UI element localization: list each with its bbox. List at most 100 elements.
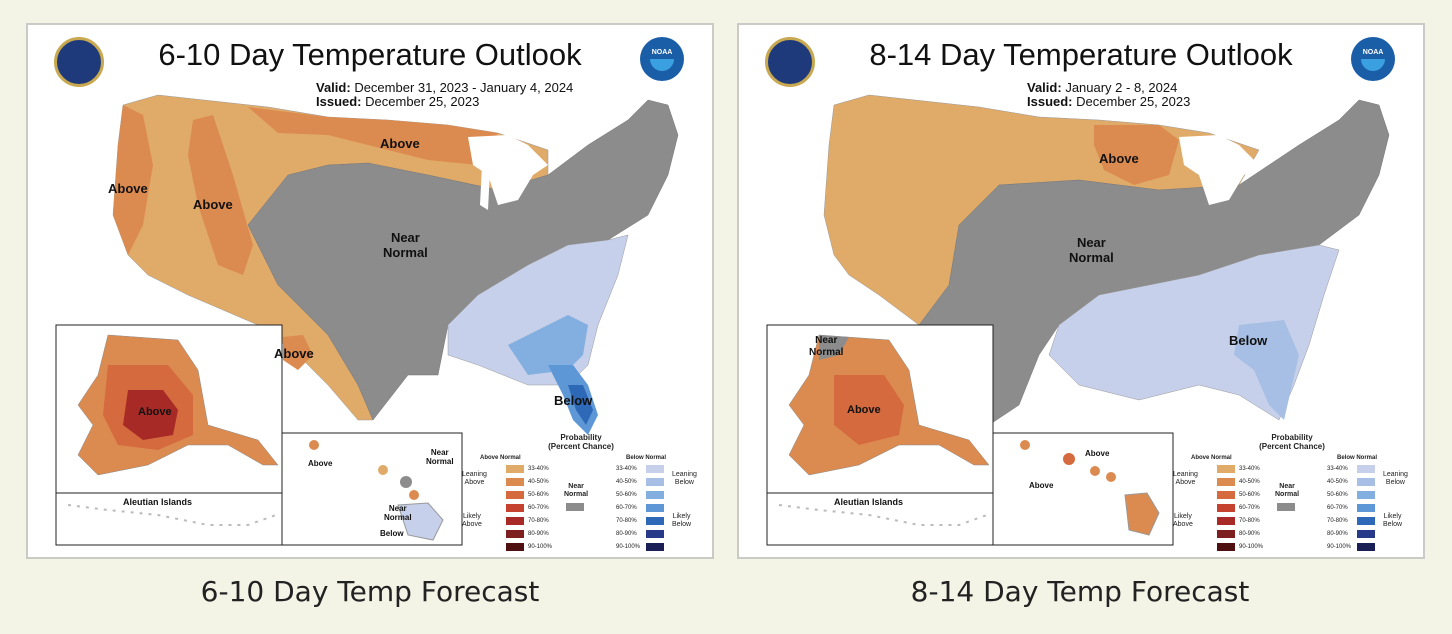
legend-range-above: 50-60% (1239, 492, 1260, 498)
legend: Probability (Percent Chance) Above Norma… (462, 433, 697, 551)
legend-swatch-above (1217, 543, 1235, 551)
west-coast-above-band (113, 105, 153, 255)
legend-range-above: 90-100% (528, 544, 553, 550)
legend-swatch-below (1357, 543, 1375, 551)
doc-seal-icon (765, 37, 815, 87)
noaa-logo-icon: NOAA (1351, 37, 1395, 81)
caption-8-14[interactable]: 8-14 Day Temp Forecast (910, 575, 1250, 608)
below-mid-region (508, 315, 588, 375)
great-lakes (468, 135, 548, 205)
label-alaska-above: Above (138, 406, 172, 418)
outlook-8-14-panel: 8-14 Day Temperature Outlook Valid: Janu… (737, 23, 1425, 559)
legend-range-below: 80-90% (616, 531, 637, 537)
legend-swatch-below (646, 530, 664, 538)
label-above-rockies: Above (193, 197, 233, 212)
legend-range-below: 80-90% (1327, 531, 1348, 537)
label-hawaii-near-normal-1: Near Normal (426, 448, 454, 466)
legend-range-below: 60-70% (1327, 505, 1348, 511)
legend-swatch-below (646, 465, 664, 473)
label-above-west: Above (108, 181, 148, 196)
legend-range-above: 60-70% (528, 505, 549, 511)
issued-date: Issued: December 25, 2023 (1027, 94, 1191, 109)
label-hawaii-above-1: Above (1085, 449, 1110, 458)
legend-range-below: 50-60% (1327, 492, 1348, 498)
map-8-14 (766, 94, 1390, 546)
label-alaska-near-normal: Near Normal (809, 335, 844, 358)
legend-range-below: 33-40% (1327, 466, 1348, 472)
legend-swatch-below (646, 504, 664, 512)
legend-range-below: 70-80% (616, 518, 637, 524)
rockies-above-band (188, 115, 253, 275)
legend-range-below: 60-70% (616, 505, 637, 511)
legend-range-above: 40-50% (528, 479, 549, 485)
legend-range-above: 80-90% (528, 531, 549, 537)
legend-swatch-below (646, 517, 664, 525)
caption-6-10[interactable]: 6-10 Day Temp Forecast (200, 575, 540, 608)
legend-swatch-below (1357, 491, 1375, 499)
legend-swatch-above (1217, 478, 1235, 486)
north-above-band (1094, 125, 1179, 185)
north-above-band (248, 107, 498, 165)
legend-range-above: 70-80% (528, 518, 549, 524)
label-below: Below (1229, 333, 1268, 348)
label-below: Below (554, 393, 593, 408)
label-hawaii-above: Above (308, 459, 333, 468)
legend-swatch-below (1357, 478, 1375, 486)
florida-below-strong (568, 385, 593, 425)
alaska-near-normal (819, 335, 849, 360)
label-near-normal: Near Normal (1069, 235, 1114, 265)
label-hawaii-above-2: Above (1029, 481, 1054, 490)
valid-date: Valid: January 2 - 8, 2024 (1027, 80, 1178, 95)
label-above-north: Above (380, 136, 420, 151)
legend-swatch-above (1217, 491, 1235, 499)
label-near-normal: Near Normal (383, 230, 428, 260)
legend-range-above: 80-90% (1239, 531, 1260, 537)
legend-swatch-below (646, 491, 664, 499)
legend-swatch-above (506, 478, 524, 486)
label-aleutian: Aleutian Islands (123, 497, 193, 507)
legend-range-below: 33-40% (616, 466, 637, 472)
legend-range-above: 40-50% (1239, 479, 1260, 485)
legend-range-below: 40-50% (616, 479, 637, 485)
legend-range-above: 60-70% (1239, 505, 1260, 511)
legend-swatch-above (1217, 517, 1235, 525)
issued-date: Issued: December 25, 2023 (316, 94, 480, 109)
legend-swatch-above (506, 465, 524, 473)
legend-swatch-below (646, 478, 664, 486)
legend-swatch-above (506, 530, 524, 538)
legend-swatch-above (1217, 465, 1235, 473)
label-above-north: Above (1099, 151, 1139, 166)
map-6-10 (55, 94, 679, 546)
legend-swatch-below (646, 543, 664, 551)
legend-swatch-below (1357, 517, 1375, 525)
legend-range-below: 50-60% (616, 492, 637, 498)
alaska-inner (123, 390, 178, 440)
label-alaska-above: Above (847, 404, 881, 416)
legend-range-below: 70-80% (1327, 518, 1348, 524)
legend-range-below: 90-100% (616, 544, 641, 550)
great-lakes (1179, 135, 1259, 205)
outlook-6-10-panel: 6-10 Day Temperature Outlook Valid: Dece… (26, 23, 714, 559)
legend-range-above: 33-40% (528, 466, 549, 472)
label-hawaii-near-normal-2: Near Normal (384, 504, 412, 522)
legend-swatch-above (506, 543, 524, 551)
legend-swatch-above (506, 517, 524, 525)
legend-range-above: 50-60% (528, 492, 549, 498)
legend-range-below: 40-50% (1327, 479, 1348, 485)
legend-range-above: 70-80% (1239, 518, 1260, 524)
title: 8-14 Day Temperature Outlook (869, 37, 1293, 72)
legend-range-above: 90-100% (1239, 544, 1264, 550)
legend-swatch-below (1357, 530, 1375, 538)
title: 6-10 Day Temperature Outlook (158, 37, 582, 72)
below-mid-region (1234, 320, 1299, 420)
lake-michigan (480, 165, 490, 210)
label-aleutian: Aleutian Islands (834, 497, 904, 507)
legend-swatch-above (1217, 530, 1235, 538)
doc-seal-icon (54, 37, 104, 87)
legend-swatch-below (1357, 465, 1375, 473)
valid-date: Valid: December 31, 2023 - January 4, 20… (316, 80, 574, 95)
legend-swatch-above (506, 491, 524, 499)
noaa-logo-icon: NOAA (640, 37, 684, 81)
legend: Probability (Percent Chance) Above Norma… (1173, 433, 1408, 551)
texas-above-spot (283, 335, 313, 370)
